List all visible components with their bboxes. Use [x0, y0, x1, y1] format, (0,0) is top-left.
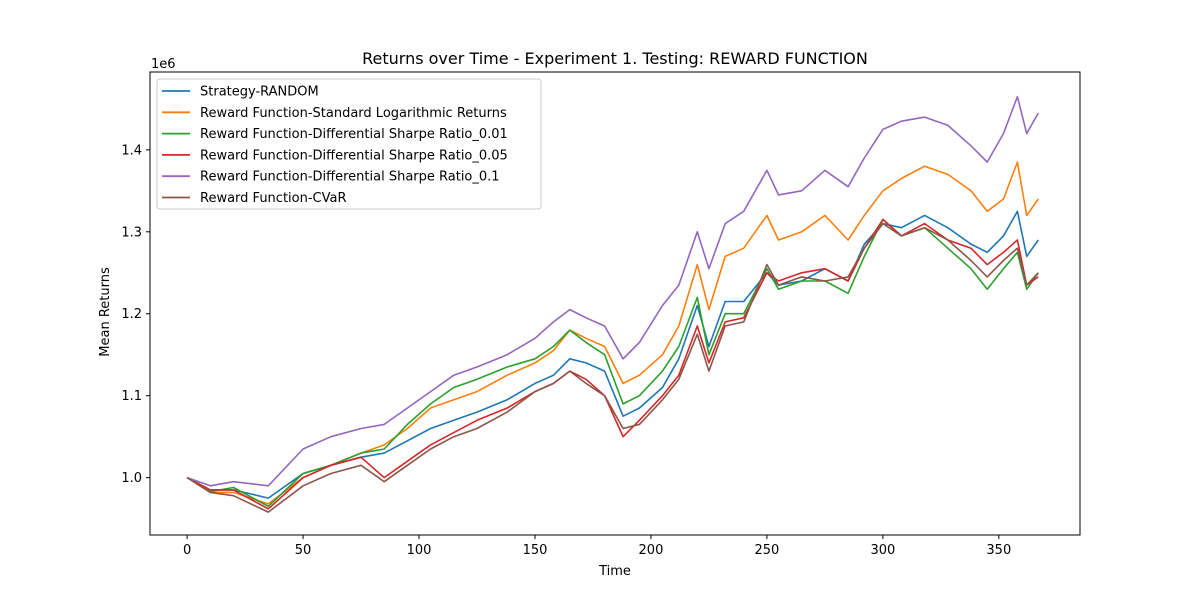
y-tick-label: 1.1 — [121, 389, 142, 404]
chart-title: Returns over Time - Experiment 1. Testin… — [362, 49, 868, 68]
y-tick-label: 1.0 — [121, 471, 142, 486]
legend-box — [156, 78, 542, 210]
y-tick-label: 1.4 — [121, 143, 142, 158]
x-tick-label: 0 — [183, 543, 191, 558]
x-tick-label: 350 — [986, 543, 1011, 558]
x-tick-label: 150 — [523, 543, 548, 558]
legend-entry: Reward Function-Differential Sharpe Rati… — [200, 170, 500, 185]
x-tick-label: 100 — [407, 543, 432, 558]
x-tick-label: 250 — [754, 543, 779, 558]
x-tick-label: 200 — [639, 543, 664, 558]
legend-entry: Reward Function-Differential Sharpe Rati… — [200, 148, 508, 163]
series-line-3 — [186, 218, 1039, 510]
legend-entry: Reward Function-CVaR — [200, 191, 347, 206]
series-line-4 — [186, 95, 1039, 487]
y-tick-label: 1.2 — [121, 307, 142, 322]
y-axis: 1.0 1.1 1.2 1.3 1.4 — [121, 143, 150, 486]
series-line-2 — [186, 218, 1039, 508]
x-tick-label: 300 — [870, 543, 895, 558]
y-axis-label: Mean Returns — [98, 267, 113, 357]
series-line-0 — [186, 210, 1039, 499]
legend: Strategy-RANDOM Reward Function-Standard … — [156, 78, 542, 210]
legend-entry: Reward Function-Differential Sharpe Rati… — [200, 127, 508, 142]
x-axis: 0 50 100 150 200 250 300 350 — [183, 535, 1011, 558]
legend-entry: Strategy-RANDOM — [200, 85, 319, 100]
x-tick-label: 50 — [295, 543, 312, 558]
y-tick-label: 1.3 — [121, 225, 142, 240]
series-line-5 — [186, 222, 1039, 513]
y-offset-label: 1e6 — [151, 57, 176, 72]
series-line-1 — [186, 161, 1039, 505]
legend-entry: Reward Function-Standard Logarithmic Ret… — [200, 106, 507, 121]
x-axis-label: Time — [598, 564, 631, 579]
